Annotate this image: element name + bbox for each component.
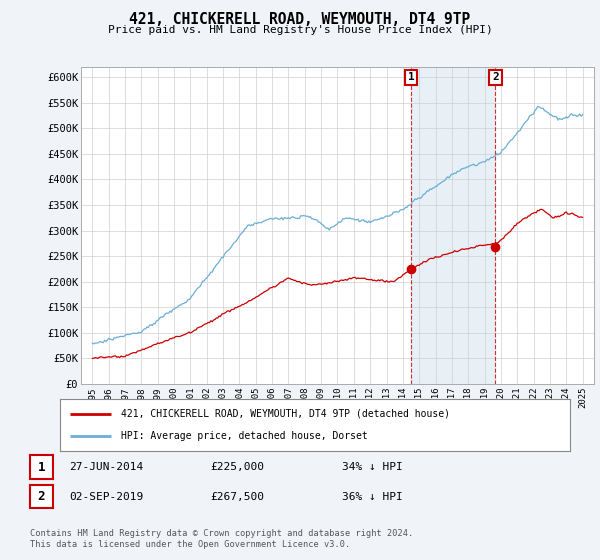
Text: 36% ↓ HPI: 36% ↓ HPI: [342, 492, 403, 502]
Text: 27-JUN-2014: 27-JUN-2014: [69, 462, 143, 472]
Text: 2: 2: [38, 490, 45, 503]
Text: 34% ↓ HPI: 34% ↓ HPI: [342, 462, 403, 472]
Text: Price paid vs. HM Land Registry's House Price Index (HPI): Price paid vs. HM Land Registry's House …: [107, 25, 493, 35]
Text: £267,500: £267,500: [210, 492, 264, 502]
Text: 1: 1: [38, 460, 45, 474]
Text: Contains HM Land Registry data © Crown copyright and database right 2024.
This d: Contains HM Land Registry data © Crown c…: [30, 529, 413, 549]
Text: 421, CHICKERELL ROAD, WEYMOUTH, DT4 9TP: 421, CHICKERELL ROAD, WEYMOUTH, DT4 9TP: [130, 12, 470, 27]
Text: 1: 1: [407, 72, 415, 82]
Text: 02-SEP-2019: 02-SEP-2019: [69, 492, 143, 502]
Bar: [411, 67, 496, 384]
Text: 421, CHICKERELL ROAD, WEYMOUTH, DT4 9TP (detached house): 421, CHICKERELL ROAD, WEYMOUTH, DT4 9TP …: [121, 409, 450, 419]
Text: £225,000: £225,000: [210, 462, 264, 472]
Text: 2: 2: [492, 72, 499, 82]
Text: HPI: Average price, detached house, Dorset: HPI: Average price, detached house, Dors…: [121, 431, 368, 441]
